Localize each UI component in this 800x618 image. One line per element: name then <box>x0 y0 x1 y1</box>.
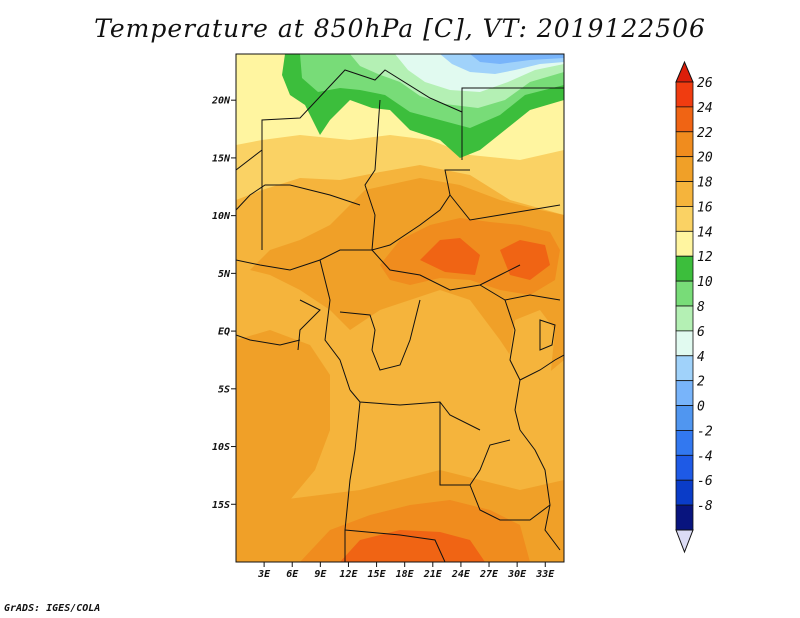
border-kenya <box>519 354 564 381</box>
lon-tick-label: 6E <box>286 569 299 580</box>
lat-axis: 20N 15N 10N 5N EQ 5S 10S 15S <box>211 96 236 511</box>
colorbar-label: 18 <box>697 176 713 191</box>
colorbar-label: -2 <box>697 424 713 439</box>
field-band-24-east <box>500 240 550 280</box>
colorbar-swatch-13 <box>675 405 694 431</box>
field-band-24-north <box>420 238 480 275</box>
colorbar-label: 8 <box>697 300 705 315</box>
lon-tick-label: 18E <box>396 569 415 580</box>
lon-tick-label: 33E <box>535 569 555 580</box>
lon-tick-label: 12E <box>339 569 358 580</box>
border-south-sudan <box>479 284 561 301</box>
lat-tick-label: 20N <box>211 96 231 107</box>
lat-tick-label: 15S <box>212 500 230 511</box>
lon-axis: 3E 6E 9E 12E 15E 18E 21E 24E 27E 30E 33E <box>257 562 555 580</box>
colorbar-swatch-10 <box>675 330 694 357</box>
colorbar-label: 16 <box>697 200 713 215</box>
colorbar-high-arrow <box>675 60 694 83</box>
colorbar-label: 20 <box>697 151 713 166</box>
lon-tick-label: 9E <box>314 569 327 580</box>
colorbar-label: 2 <box>697 375 705 390</box>
coast-guinea <box>236 334 301 346</box>
colorbar-swatch-7 <box>675 255 694 282</box>
lat-tick-label: EQ <box>218 327 230 338</box>
colorbar-label: 4 <box>697 350 705 365</box>
colorbar-swatch-2 <box>675 131 694 158</box>
border-namibia <box>344 529 446 562</box>
colorbar-swatch-0 <box>675 81 694 108</box>
colorbar-label: 6 <box>697 325 705 340</box>
field-band-2 <box>470 54 564 64</box>
lon-tick-label: 30E <box>507 569 527 580</box>
colorbar-label: -4 <box>697 449 713 464</box>
border-egypt-sudan <box>461 87 564 112</box>
border-congo <box>339 299 421 371</box>
colorbar-label: -8 <box>697 499 713 514</box>
lat-tick-label: 5S <box>218 384 230 395</box>
lon-tick-label: 24E <box>451 569 471 580</box>
field-band-20-west <box>236 330 330 525</box>
colorbar-swatch-8 <box>675 280 694 307</box>
colorbar-swatch-15 <box>675 454 694 481</box>
colorbar-label: 12 <box>697 250 713 265</box>
field-band-24-south <box>340 530 485 562</box>
border-cameroon <box>319 259 351 391</box>
border-angola-west <box>344 401 361 562</box>
colorbar-swatch-17 <box>675 504 694 531</box>
lat-tick-label: 15N <box>212 153 231 164</box>
lon-tick-label: 3E <box>257 569 271 580</box>
lat-tick-label: 10S <box>212 442 230 453</box>
border-nigeria <box>236 249 372 271</box>
lat-tick-label: 10N <box>212 211 231 222</box>
lon-tick-label: 27E <box>479 569 499 580</box>
border-drc-angola <box>349 389 481 431</box>
colorbar-swatch-16 <box>675 479 694 506</box>
colorbar-label: 24 <box>697 101 713 116</box>
colorbar-label: 22 <box>697 126 713 141</box>
colorbar-label: 0 <box>697 400 705 415</box>
colorbar-label: 26 <box>697 76 713 91</box>
border-sahel <box>236 184 361 211</box>
colorbar-swatch-4 <box>675 181 694 207</box>
colorbar-swatch-11 <box>675 355 694 382</box>
lat-tick-label: 5N <box>218 269 231 280</box>
lake-victoria <box>539 319 556 351</box>
map-frame <box>235 53 565 563</box>
temperature-field <box>236 54 564 562</box>
colorbar-label: 14 <box>697 225 713 240</box>
colorbar-swatch-12 <box>675 380 694 406</box>
colorbar-swatch-3 <box>675 156 694 182</box>
colorbar-swatch-14 <box>675 430 694 456</box>
map-title: Temperature at 850hPa [C], VT: 201912250… <box>94 14 706 43</box>
colorbar-swatch-5 <box>675 206 694 232</box>
border-zimbabwe <box>469 484 551 521</box>
colorbar-label: 10 <box>697 275 713 290</box>
colorbar-low-arrow <box>675 529 694 554</box>
country-borders <box>236 69 564 562</box>
credit-label: GrADS: IGES/COLA <box>4 603 101 614</box>
border-chad <box>364 99 470 251</box>
lon-tick-label: 15E <box>368 569 387 580</box>
border-sudan-south <box>449 194 561 221</box>
colorbar-swatch-1 <box>675 106 694 133</box>
lon-tick-label: 21E <box>423 569 443 580</box>
colorbar-swatch-9 <box>675 305 694 332</box>
colorbar-label: -6 <box>697 474 713 489</box>
border-mozambique <box>519 429 561 551</box>
colorbar-swatch-6 <box>675 230 694 257</box>
border-east <box>504 299 521 431</box>
border-car <box>371 249 521 291</box>
